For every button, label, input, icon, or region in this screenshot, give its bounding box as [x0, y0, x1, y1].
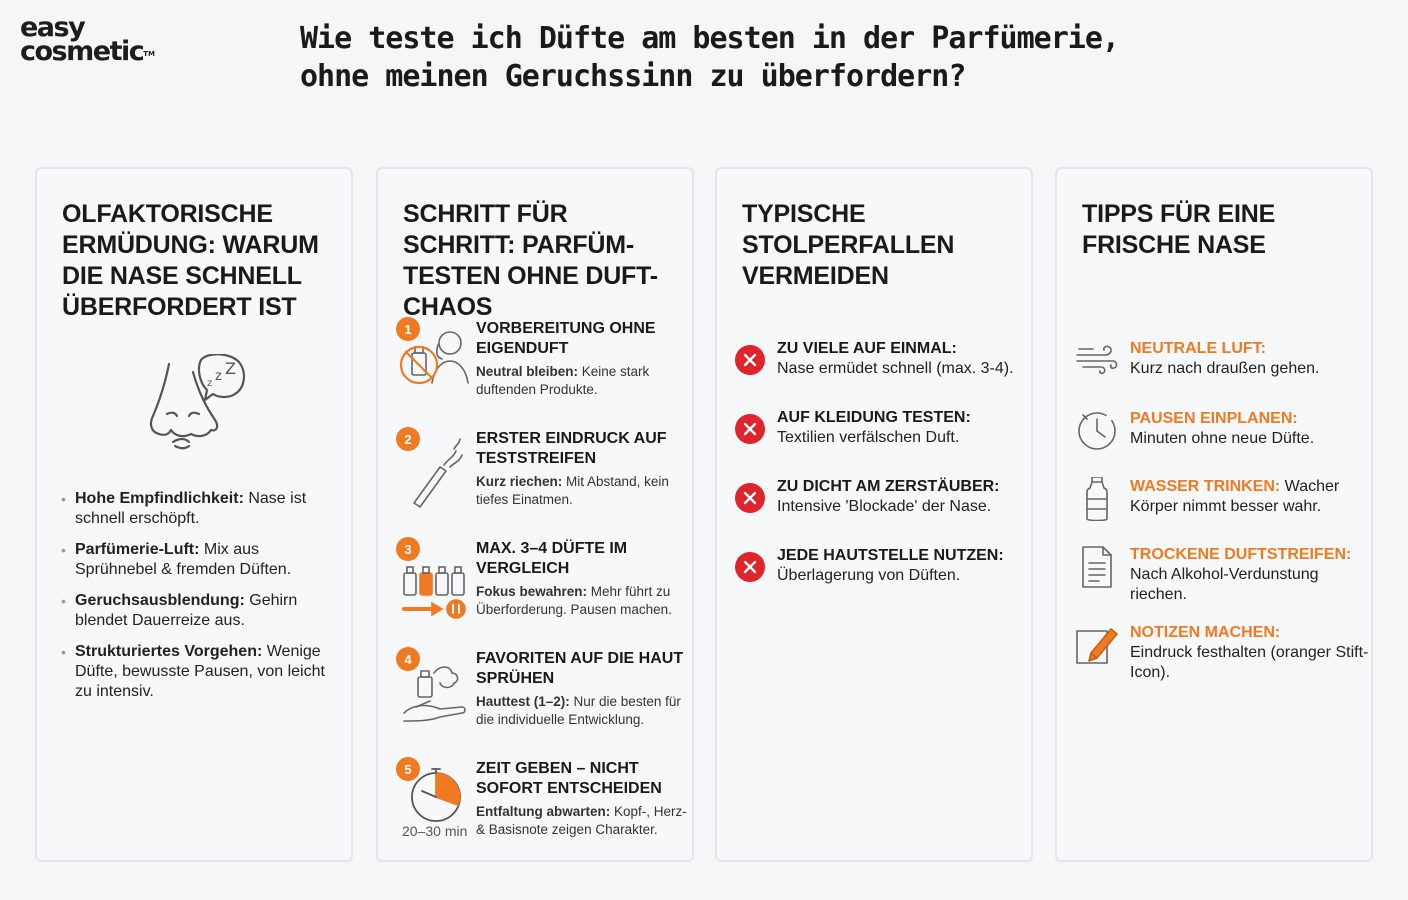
list-item: Parfümerie-Luft: Mix aus Sprühnebel & fr… — [61, 540, 331, 580]
card-title: TYPISCHE STOLPERFALLEN VERMEIDEN — [742, 200, 955, 290]
step-5: 5 20–30 min ZEIT GEBEN – NICHT SOFORT EN… — [396, 757, 688, 857]
pitfall-item: ZU DICHT AM ZERSTÄUBER: Intensive 'Block… — [735, 477, 1025, 527]
svg-text:Z: Z — [225, 359, 236, 378]
tip-item: NOTIZEN MACHEN: Eindruck festhalten (oran… — [1075, 623, 1370, 693]
pitfall-description: Nase ermüdet schnell (max. 3-4). — [777, 360, 1014, 377]
step-number-badge: 3 — [396, 537, 420, 561]
step-title: ZEIT GEBEN – NICHT SOFORT ENTSCHEIDEN — [476, 760, 662, 797]
step-1: 1 VORBEREITUNG OHNE EIGENDUFT Neutral bl… — [396, 317, 688, 417]
close-x-icon — [735, 483, 765, 513]
card-pitfalls: TYPISCHE STOLPERFALLEN VERMEIDEN ZU VIEL… — [715, 167, 1033, 862]
card-olfactory-fatigue: OLFAKTORISCHE ERMÜDUNG: WARUM DIE NASE S… — [35, 167, 353, 862]
tip-text: TROCKENE DUFTSTREIFEN: Nach Alkohol-Verdu… — [1130, 545, 1370, 605]
pitfall-title: ZU DICHT AM ZERSTÄUBER: — [777, 478, 1000, 495]
document-icon — [1082, 546, 1112, 588]
bottles-pause-icon — [402, 566, 466, 619]
list-item: Hohe Empfindlichkeit: Nase ist schnell e… — [61, 489, 331, 529]
tip-description: Eindruck festhalten (oranger Stift-Icon)… — [1130, 644, 1369, 681]
step-number-badge: 1 — [396, 317, 420, 341]
tip-item: TROCKENE DUFTSTREIFEN: Nach Alkohol-Verdu… — [1075, 545, 1370, 615]
step-title: FAVORITEN AUF DIE HAUT SPRÜHEN — [476, 650, 684, 687]
tip-item: PAUSEN EINPLANEN: Minuten ohne neue Düfte… — [1075, 409, 1370, 479]
tip-title: NEUTRALE LUFT: — [1130, 340, 1266, 357]
card-title: SCHRITT FÜR SCHRITT: PARFÜM-TESTEN OHNE … — [403, 200, 658, 321]
close-x-icon — [735, 345, 765, 375]
pitfall-title: ZU VIELE AUF EINMAL: — [777, 340, 957, 357]
fatigue-bullet-list: Hohe Empfindlichkeit: Nase ist schnell e… — [61, 489, 331, 713]
timer-duration-label: 20–30 min — [402, 823, 468, 839]
step-title: VORBEREITUNG OHNE EIGENDUFT — [476, 320, 656, 357]
logo-line-1: easy — [20, 12, 86, 43]
tip-text: NEUTRALE LUFT: Kurz nach draußen gehen. — [1130, 339, 1370, 379]
step-number-badge: 4 — [396, 647, 420, 671]
pitfall-title: AUF KLEIDUNG TESTEN: — [777, 409, 971, 426]
water-bottle-icon — [1086, 477, 1108, 521]
step-description: Hauttest (1–2): Nur die besten für die i… — [476, 694, 681, 727]
spray-on-hand-icon — [403, 666, 466, 722]
list-item: Strukturiertes Vorgehen: Wenige Düfte, b… — [61, 642, 331, 702]
card-fresh-nose-tips: TIPPS FÜR EINE FRISCHE NASE NEUTRALE LUF… — [1055, 167, 1373, 862]
tip-title: TROCKENE DUFTSTREIFEN: — [1130, 546, 1352, 563]
clock-icon — [1078, 412, 1116, 450]
timer-icon — [411, 768, 461, 822]
pitfall-description: Überlagerung von Düften. — [777, 567, 961, 584]
pitfall-item: ZU VIELE AUF EINMAL: Nase ermüdet schnel… — [735, 339, 1025, 389]
step-description: Kurz riechen: Mit Abstand, kein tiefes E… — [476, 474, 669, 507]
test-strip-icon — [413, 438, 463, 508]
page-title: Wie teste ich Düfte am besten in der Par… — [300, 21, 1120, 94]
step-description: Neutral bleiben: Keine stark duftenden P… — [476, 364, 650, 397]
step-2: 2 ERSTER EINDRUCK AUF TESTSTREIFEN Kurz … — [396, 427, 688, 527]
tip-description: Nach Alkohol-Verdunstung riechen. — [1130, 566, 1319, 603]
list-item: Geruchsausblendung: Gehirn blendet Dauer… — [61, 591, 331, 631]
tip-title: NOTIZEN MACHEN: — [1130, 624, 1281, 641]
pitfall-item: JEDE HAUTSTELLE NUTZEN: Überlagerung von… — [735, 546, 1025, 596]
no-perfume-person-icon — [400, 331, 469, 385]
svg-text:z: z — [215, 369, 222, 384]
pitfall-description: Textilien verfälschen Duft. — [777, 429, 960, 446]
tip-text: WASSER TRINKEN: Wacher Körper nimmt bess… — [1130, 477, 1370, 517]
tip-title: PAUSEN EINPLANEN: — [1130, 410, 1298, 427]
tip-item: WASSER TRINKEN: Wacher Körper nimmt bess… — [1075, 477, 1370, 547]
step-description: Fokus bewahren: Mehr führt zu Überforder… — [476, 584, 672, 617]
tip-description: Wacher Körper nimmt besser wahr. — [1130, 478, 1340, 515]
step-number-badge: 5 — [396, 757, 420, 781]
tired-nose-zzz-icon: z z Z — [149, 354, 245, 450]
logo-line-2: cosmetic — [20, 36, 145, 67]
step-number-badge: 2 — [396, 427, 420, 451]
tip-text: PAUSEN EINPLANEN: Minuten ohne neue Düfte… — [1130, 409, 1370, 449]
close-x-icon — [735, 414, 765, 444]
step-4: 4 FAVORITEN AUF DIE HAUT SPRÜHEN Hauttes… — [396, 647, 688, 747]
step-3: 3 MAX. 3–4 DÜFTE IM VERGLEICH Fokus bewa… — [396, 537, 688, 637]
svg-text:z: z — [207, 378, 212, 389]
pitfall-description: Intensive 'Blockade' der Nase. — [777, 498, 992, 515]
step-title: ERSTER EINDRUCK AUF TESTSTREIFEN — [476, 430, 667, 467]
tip-text: NOTIZEN MACHEN: Eindruck festhalten (oran… — [1130, 623, 1370, 683]
pencil-note-icon — [1076, 628, 1118, 664]
step-description: Entfaltung abwarten: Kopf-, Herz- & Basi… — [476, 804, 687, 837]
pitfall-title: JEDE HAUTSTELLE NUTZEN: — [777, 547, 1004, 564]
tip-description: Minuten ohne neue Düfte. — [1130, 430, 1315, 447]
card-step-by-step: SCHRITT FÜR SCHRITT: PARFÜM-TESTEN OHNE … — [376, 167, 694, 862]
tip-description: Kurz nach draußen gehen. — [1130, 360, 1320, 377]
logo-trademark: TM — [143, 50, 155, 58]
step-title: MAX. 3–4 DÜFTE IM VERGLEICH — [476, 540, 628, 577]
brand-logo: easy cosmeticTM — [20, 12, 155, 67]
tip-title: WASSER TRINKEN: — [1130, 478, 1281, 495]
wind-icon — [1076, 345, 1118, 375]
tip-item: NEUTRALE LUFT: Kurz nach draußen gehen. — [1075, 339, 1370, 409]
card-title: TIPPS FÜR EINE FRISCHE NASE — [1082, 200, 1276, 259]
card-title: OLFAKTORISCHE ERMÜDUNG: WARUM DIE NASE S… — [62, 200, 319, 321]
close-x-icon — [735, 552, 765, 582]
pitfall-item: AUF KLEIDUNG TESTEN: Textilien verfälsch… — [735, 408, 1025, 458]
